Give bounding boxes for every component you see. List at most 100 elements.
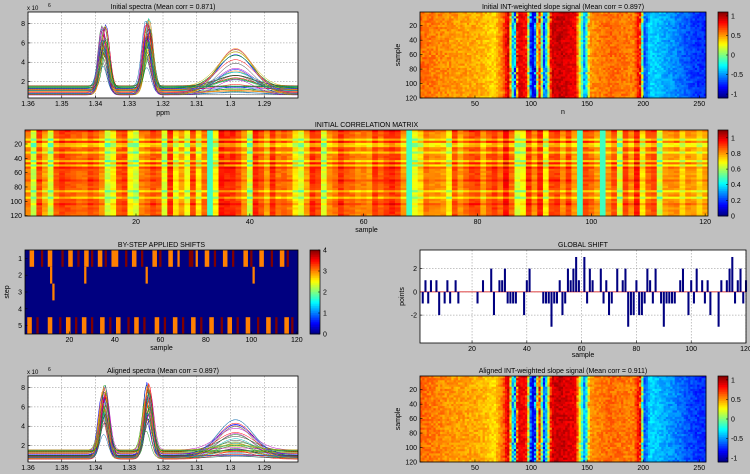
heatmap-cell bbox=[641, 61, 644, 64]
heatmap-cell bbox=[475, 31, 479, 34]
heatmap-cell bbox=[462, 72, 465, 75]
heatmap-cell bbox=[498, 67, 501, 71]
heatmap-cell bbox=[665, 80, 669, 84]
x-tick-label: 1.35 bbox=[55, 101, 69, 108]
heatmap-cell bbox=[533, 24, 537, 28]
heatmap-cell bbox=[674, 18, 678, 21]
heatmap-cell bbox=[569, 59, 573, 62]
heatmap-cell bbox=[587, 14, 591, 17]
heatmap-cell bbox=[509, 31, 512, 34]
heatmap-cell bbox=[462, 65, 465, 69]
heatmap-cell bbox=[652, 39, 655, 43]
heatmap-cell bbox=[522, 29, 526, 32]
heatmap-cell bbox=[636, 82, 640, 86]
heatmap-cell bbox=[567, 59, 570, 62]
heatmap-cell bbox=[681, 52, 684, 56]
heatmap-cell bbox=[703, 22, 707, 26]
heatmap-cell bbox=[583, 85, 586, 88]
heatmap-cell bbox=[576, 59, 579, 62]
heatmap-cell bbox=[460, 24, 463, 28]
heatmap-cell bbox=[511, 52, 515, 56]
heatmap-cell bbox=[558, 82, 562, 86]
heatmap-cell bbox=[587, 67, 591, 71]
heatmap-cell bbox=[516, 22, 519, 26]
heatmap-cell bbox=[609, 80, 613, 84]
heatmap-cell bbox=[478, 12, 481, 15]
heatmap-cell bbox=[656, 82, 660, 86]
heatmap-cell bbox=[634, 57, 638, 60]
heatmap-cell bbox=[676, 74, 680, 77]
heatmap-cell bbox=[636, 74, 640, 77]
heatmap-cell bbox=[636, 33, 640, 36]
heatmap-cell bbox=[460, 85, 463, 88]
heatmap-cell bbox=[598, 12, 602, 15]
heatmap-cell bbox=[654, 85, 658, 88]
heatmap-cell bbox=[650, 57, 653, 60]
heatmap-cell bbox=[422, 61, 425, 64]
heatmap-cell bbox=[500, 76, 503, 79]
heatmap-cell bbox=[569, 70, 573, 73]
heatmap-cell bbox=[703, 57, 707, 60]
heatmap-cell bbox=[480, 20, 483, 24]
heatmap-cell bbox=[504, 61, 508, 64]
heatmap-cell bbox=[462, 89, 465, 92]
heatmap-cell bbox=[697, 65, 700, 69]
heatmap-cell bbox=[654, 59, 658, 62]
heatmap-cell bbox=[431, 37, 434, 41]
heatmap-cell bbox=[489, 76, 492, 79]
heatmap-cell bbox=[540, 87, 544, 90]
heatmap-cell bbox=[668, 78, 671, 82]
heatmap-cell bbox=[453, 35, 457, 39]
heatmap-cell bbox=[674, 27, 678, 30]
heatmap-cell bbox=[665, 82, 669, 86]
heatmap-cell bbox=[668, 74, 671, 77]
heatmap-cell bbox=[627, 59, 631, 62]
heatmap-cell bbox=[554, 61, 557, 64]
heatmap-cell bbox=[487, 57, 490, 60]
heatmap-cell bbox=[690, 39, 693, 43]
heatmap-cell bbox=[603, 42, 606, 45]
heatmap-cell bbox=[507, 63, 510, 67]
heatmap-cell bbox=[600, 61, 604, 64]
heatmap-cell bbox=[638, 37, 642, 41]
heatmap-cell bbox=[636, 24, 640, 28]
heatmap-cell bbox=[554, 80, 557, 84]
heatmap-cell bbox=[482, 80, 486, 84]
heatmap-cell bbox=[703, 76, 707, 79]
heatmap-cell bbox=[605, 22, 608, 26]
heatmap-cell bbox=[672, 70, 676, 73]
heatmap-cell bbox=[665, 76, 669, 79]
heatmap-cell bbox=[688, 24, 691, 28]
heatmap-cell bbox=[426, 80, 430, 84]
heatmap-cell bbox=[580, 18, 584, 21]
heatmap-cell bbox=[516, 63, 519, 67]
heatmap-cell bbox=[473, 57, 477, 60]
heatmap-cell bbox=[480, 48, 483, 51]
heatmap-cell bbox=[475, 37, 479, 41]
heatmap-cell bbox=[563, 63, 566, 67]
heatmap-cell bbox=[464, 52, 468, 56]
heatmap-cell bbox=[509, 29, 512, 32]
heatmap-cell bbox=[520, 63, 524, 67]
heatmap-cell bbox=[449, 55, 452, 58]
heatmap-cell bbox=[491, 18, 495, 21]
heatmap-cell bbox=[627, 85, 631, 88]
heatmap-cell bbox=[685, 22, 689, 26]
heatmap-cell bbox=[437, 91, 441, 94]
heatmap-cell bbox=[627, 42, 631, 45]
heatmap-cell bbox=[643, 46, 646, 49]
heatmap-cell bbox=[630, 39, 633, 43]
heatmap-cell bbox=[623, 12, 626, 15]
heatmap-cell bbox=[453, 61, 457, 64]
heatmap-cell bbox=[623, 78, 626, 82]
heatmap-cell bbox=[462, 27, 465, 30]
heatmap-cell bbox=[612, 78, 615, 82]
heatmap-cell bbox=[551, 78, 555, 82]
heatmap-cell bbox=[589, 78, 593, 82]
heatmap-cell bbox=[451, 14, 454, 17]
heatmap-cell bbox=[672, 63, 676, 67]
heatmap-cell bbox=[634, 42, 638, 45]
heatmap-cell bbox=[630, 65, 633, 69]
heatmap-cell bbox=[442, 61, 445, 64]
heatmap-cell bbox=[487, 48, 490, 51]
